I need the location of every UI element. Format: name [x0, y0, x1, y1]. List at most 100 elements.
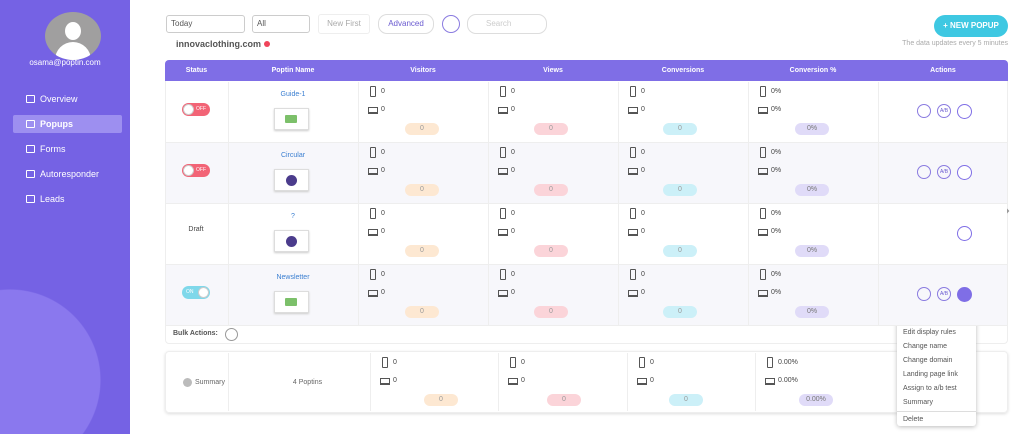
nav-item[interactable]: Popups [13, 115, 122, 133]
mobile-icon [630, 147, 636, 158]
menu-item[interactable]: Change name [903, 343, 947, 350]
nav-icon [26, 145, 35, 153]
mobile-value: 0 [511, 210, 515, 217]
desktop-value: 0% [771, 106, 782, 113]
mobile-icon [767, 357, 773, 368]
nav-item[interactable]: Forms [24, 140, 124, 158]
total-pill: 0 [547, 394, 581, 406]
thumbnail-art [285, 115, 297, 123]
nav-item[interactable]: Leads [24, 190, 124, 208]
mobile-icon [500, 147, 506, 158]
copy-button[interactable] [917, 104, 931, 118]
search-box[interactable]: Search [467, 14, 547, 34]
mobile-icon [639, 357, 645, 368]
new-popup-button[interactable]: + NEW POPUP [934, 15, 1008, 37]
total-pill: 0 [669, 394, 703, 406]
summary-icon [183, 378, 192, 387]
menu-item[interactable]: Landing page link [903, 371, 958, 378]
mobile-value: 0 [641, 210, 645, 217]
desktop-value: 0% [771, 228, 782, 235]
mobile-icon [370, 147, 376, 158]
export-icon[interactable] [442, 15, 460, 33]
desktop-value: 0 [381, 228, 385, 235]
nav-icon [26, 170, 35, 178]
copy-button[interactable] [917, 165, 931, 179]
status-toggle[interactable]: OFF [182, 164, 210, 177]
cell-divider [488, 265, 489, 326]
ab-test-button[interactable]: A/B [937, 104, 951, 118]
mobile-icon [370, 208, 376, 219]
menu-item[interactable]: Delete [903, 416, 924, 423]
cell-divider [498, 353, 499, 411]
desktop-value: 0 [521, 377, 525, 384]
site-domain[interactable]: innovaclothing.com [176, 39, 262, 49]
cell-divider [618, 143, 619, 204]
edit-button[interactable] [957, 287, 972, 302]
column-header: Poptin Name [271, 67, 315, 74]
mobile-icon [510, 357, 516, 368]
total-pill: 0 [663, 123, 697, 135]
sort-button[interactable]: New First [318, 14, 370, 34]
mobile-value: 0 [511, 149, 515, 156]
table-header: Status Poptin Name Visitors Views Conversion… [165, 60, 1008, 81]
menu-item[interactable]: Summary [903, 399, 933, 406]
popup-name[interactable]: Newsletter [276, 274, 310, 281]
total-pill: 0.00% [799, 394, 833, 406]
desktop-value: 0 [381, 167, 385, 174]
copy-button[interactable] [917, 287, 931, 301]
mobile-value: 0 [381, 210, 385, 217]
date-filter[interactable]: Today [166, 15, 245, 33]
popup-name[interactable]: Guide-1 [280, 91, 306, 98]
summary-card [165, 351, 1008, 413]
status-toggle[interactable]: ON [182, 286, 210, 299]
cell-divider [748, 143, 749, 204]
status-toggle[interactable]: OFF [182, 103, 210, 116]
nav-icon [26, 120, 35, 128]
update-note: The data updates every 5 minutes [902, 40, 1008, 47]
mobile-value: 0.00% [778, 359, 798, 366]
desktop-icon [758, 290, 768, 297]
edit-button[interactable] [957, 226, 972, 241]
nav-item[interactable]: Autoresponder [24, 165, 124, 183]
status-draft: Draft [188, 226, 204, 233]
total-pill: 0 [405, 123, 439, 135]
menu-item[interactable]: Assign to a/b test [903, 385, 957, 392]
edit-button[interactable] [957, 104, 972, 119]
cell-divider [878, 82, 879, 143]
cell-divider [488, 143, 489, 204]
bulk-delete[interactable] [225, 328, 238, 341]
ab-test-button[interactable]: A/B [937, 165, 951, 179]
mobile-icon [382, 357, 388, 368]
advanced-button[interactable]: Advanced [378, 14, 434, 34]
ab-test-button[interactable]: A/B [937, 287, 951, 301]
desktop-icon [628, 290, 638, 297]
cell-divider [618, 82, 619, 143]
edit-button[interactable] [957, 165, 972, 180]
cell-divider [228, 204, 229, 265]
popup-thumbnail [274, 108, 309, 130]
total-pill: 0 [534, 245, 568, 257]
nav-item[interactable]: Overview [24, 90, 124, 108]
menu-item[interactable]: Change domain [903, 357, 953, 364]
status-filter[interactable]: All [252, 15, 310, 33]
cell-divider [748, 265, 749, 326]
total-pill: 0 [534, 184, 568, 196]
desktop-value: 0 [511, 167, 515, 174]
cell-divider [748, 82, 749, 143]
total-pill: 0 [405, 306, 439, 318]
desktop-value: 0 [381, 289, 385, 296]
popup-name[interactable]: ? [291, 213, 295, 220]
mobile-icon [630, 269, 636, 280]
thumbnail-art [285, 298, 297, 306]
mobile-value: 0 [521, 359, 525, 366]
menu-item[interactable]: Edit display rules [903, 329, 956, 336]
thumbnail-art [286, 236, 297, 247]
mobile-icon [500, 86, 506, 97]
total-pill: 0% [795, 184, 829, 196]
cell-divider [358, 265, 359, 326]
mobile-value: 0 [511, 271, 515, 278]
cell-divider [618, 204, 619, 265]
summary-label: Summary [195, 379, 225, 386]
popup-name[interactable]: Circular [280, 152, 306, 159]
